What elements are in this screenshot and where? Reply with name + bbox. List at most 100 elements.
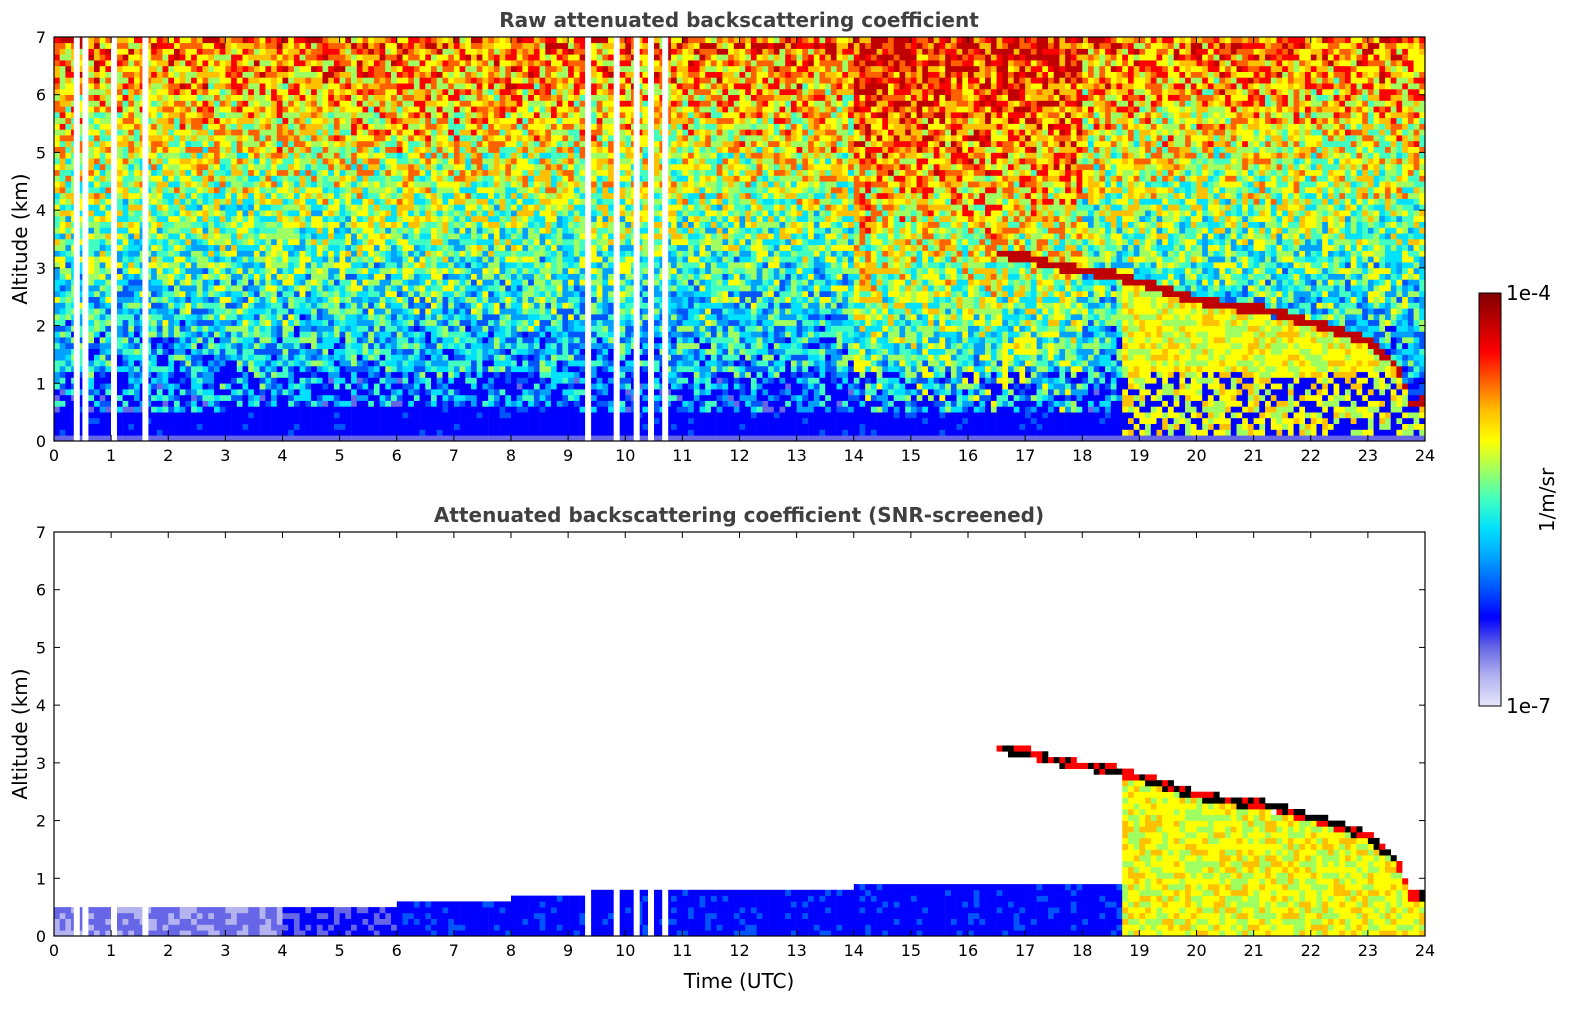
top-heatmap-cell (59, 83, 66, 90)
top-heatmap-cell (219, 239, 226, 246)
top-heatmap-cell (345, 325, 352, 332)
top-heatmap-cell (448, 273, 455, 280)
top-heatmap-cell (54, 290, 60, 297)
top-heatmap-cell (373, 123, 380, 130)
top-heatmap-cell (151, 48, 158, 55)
top-heatmap-cell (236, 221, 243, 228)
top-heatmap-cell (368, 314, 375, 321)
top-heatmap-cell (65, 204, 72, 211)
top-heatmap-cell (351, 198, 358, 205)
top-heatmap-cell (322, 106, 329, 113)
top-heatmap-cell (293, 221, 300, 228)
top-heatmap-cell (179, 48, 186, 55)
top-heatmap-cell (196, 262, 203, 269)
top-heatmap-cell (236, 117, 243, 124)
top-heatmap-cell (293, 106, 300, 113)
top-heatmap-cell (351, 389, 358, 396)
top-heatmap-cell (282, 429, 289, 436)
top-heatmap-cell (54, 158, 60, 165)
top-heatmap-cell (333, 417, 340, 424)
top-heatmap-cell (356, 77, 363, 84)
top-heatmap-cell (311, 227, 318, 234)
top-heatmap-cell (65, 227, 72, 234)
top-heatmap-cell (448, 429, 455, 436)
top-heatmap-cell (442, 319, 449, 326)
top-heatmap-cell (356, 192, 363, 199)
top-heatmap-cell (408, 129, 415, 136)
top-heatmap-cell (202, 140, 209, 147)
top-heatmap-cell (122, 60, 129, 67)
top-heatmap-cell (168, 400, 175, 407)
top-heatmap-cell (225, 406, 232, 413)
top-heatmap-cell (191, 140, 198, 147)
top-heatmap-cell (362, 135, 369, 142)
top-heatmap-cell (248, 244, 255, 251)
top-heatmap-cell (236, 215, 243, 222)
top-heatmap-cell (431, 273, 437, 280)
top-heatmap-cell (236, 169, 243, 176)
top-heatmap-cell (191, 429, 198, 436)
top-heatmap-cell (265, 123, 272, 130)
top-heatmap-cell (248, 233, 255, 240)
top-heatmap-cell (333, 123, 340, 130)
top-heatmap-cell (305, 227, 312, 234)
top-heatmap-cell (94, 169, 100, 176)
top-heatmap-cell (431, 42, 437, 49)
top-heatmap-cell (225, 198, 232, 205)
top-heatmap-cell (151, 158, 158, 165)
top-heatmap-cell (162, 435, 169, 441)
top-heatmap-cell (345, 244, 352, 251)
top-heatmap-cell (196, 354, 203, 361)
top-heatmap-cell (391, 296, 397, 303)
top-heatmap-cell (242, 308, 249, 315)
top-heatmap-cell (425, 146, 432, 153)
top-heatmap-cell (196, 94, 203, 101)
top-heatmap-cell (396, 83, 403, 90)
top-heatmap-cell (453, 354, 460, 361)
top-heatmap-cell (333, 377, 340, 384)
top-heatmap-cell (99, 88, 106, 95)
top-heatmap-cell (59, 342, 66, 349)
top-heatmap-cell (362, 279, 369, 286)
top-heatmap-cell (122, 267, 129, 274)
top-heatmap-cell (333, 117, 340, 124)
top-heatmap-cell (362, 290, 369, 297)
top-heatmap-cell (196, 279, 203, 286)
top-heatmap-cell (288, 267, 295, 274)
top-heatmap-cell (322, 394, 329, 401)
top-heatmap-cell (94, 175, 100, 182)
top-heatmap-cell (288, 146, 295, 153)
top-heatmap-cell (156, 250, 163, 257)
top-heatmap-cell (236, 360, 243, 367)
top-heatmap-cell (459, 308, 466, 315)
top-heatmap-cell (88, 88, 95, 95)
top-heatmap-cell (185, 331, 192, 338)
top-heatmap-cell (105, 227, 112, 234)
top-heatmap-cell (202, 394, 209, 401)
top-heatmap-cell (162, 123, 169, 130)
top-heatmap-cell (248, 417, 255, 424)
top-heatmap-cell (128, 48, 135, 55)
top-heatmap-cell (391, 377, 397, 384)
top-heatmap-cell (202, 302, 209, 309)
top-heatmap-cell (431, 187, 437, 194)
top-heatmap-cell (236, 60, 243, 67)
top-heatmap-cell (174, 100, 180, 107)
top-heatmap-cell (385, 406, 392, 413)
top-heatmap-cell (151, 319, 158, 326)
top-heatmap-cell (288, 175, 295, 182)
top-heatmap-cell (156, 383, 163, 390)
top-heatmap-cell (122, 77, 129, 84)
top-heatmap-cell (265, 158, 272, 165)
top-heatmap-cell (425, 273, 432, 280)
top-heatmap-cell (236, 331, 243, 338)
top-heatmap-cell (436, 290, 443, 297)
top-heatmap-cell (413, 210, 420, 217)
top-heatmap-cell (391, 187, 397, 194)
top-heatmap-cell (156, 389, 163, 396)
top-heatmap-cell (191, 65, 198, 72)
top-heatmap-cell (65, 406, 72, 413)
top-heatmap-cell (248, 394, 255, 401)
top-heatmap-cell (299, 290, 306, 297)
top-heatmap-cell (122, 169, 129, 176)
